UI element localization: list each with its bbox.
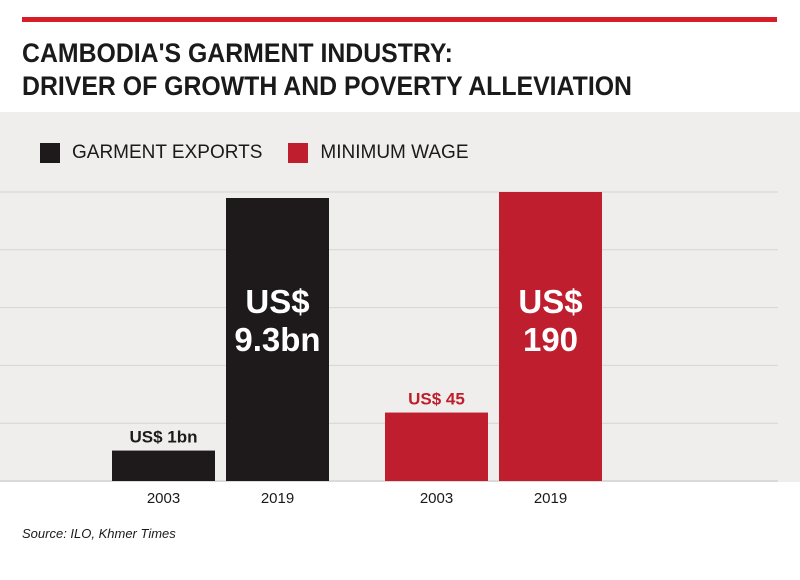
bar-exports-2003	[112, 450, 215, 481]
x-tick-label: 2019	[534, 490, 567, 507]
legend-item-garment-exports: GARMENT EXPORTS	[40, 142, 262, 164]
x-tick-label: 2003	[420, 490, 453, 507]
data-label: US$ 1bn	[129, 428, 197, 447]
source-note: Source: ILO, Khmer Times	[22, 526, 176, 541]
bar-exports-2019	[226, 198, 329, 481]
legend-label-exports: GARMENT EXPORTS	[72, 142, 263, 163]
legend-item-minimum-wage: MINIMUM WAGE	[288, 142, 469, 164]
data-label: 190	[523, 321, 578, 358]
legend: GARMENT EXPORTS MINIMUM WAGE	[40, 139, 495, 167]
data-label: US$ 45	[408, 390, 465, 409]
title-line-2: DRIVER OF GROWTH AND POVERTY ALLEVIATION	[22, 71, 632, 101]
legend-swatch-exports	[40, 143, 60, 163]
top-accent-rule	[22, 17, 777, 22]
bar-wage-2019	[499, 192, 602, 481]
data-label: US$	[518, 283, 582, 320]
legend-label-wage: MINIMUM WAGE	[320, 142, 469, 163]
chart-title: CAMBODIA'S GARMENT INDUSTRY: DRIVER OF G…	[22, 37, 703, 103]
bar-wage-2003	[385, 412, 488, 481]
data-label: 9.3bn	[234, 321, 320, 358]
legend-swatch-wage	[288, 143, 309, 163]
title-line-1: CAMBODIA'S GARMENT INDUSTRY:	[22, 38, 453, 68]
x-tick-label: 2003	[147, 490, 180, 507]
x-tick-label: 2019	[261, 490, 294, 507]
data-label: US$	[245, 283, 309, 320]
